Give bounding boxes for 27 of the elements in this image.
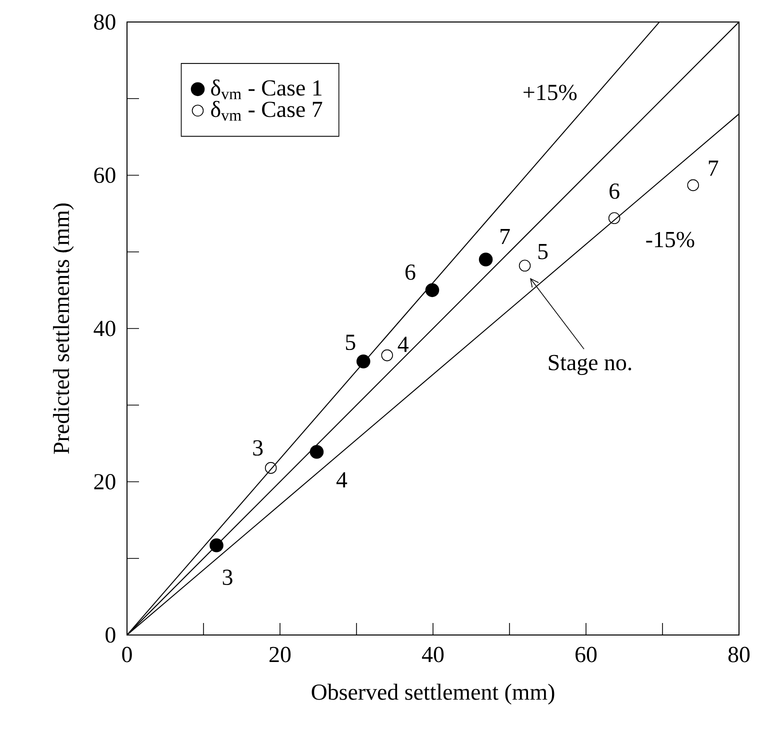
x-axis-title: Observed settlement (mm) [312,684,554,705]
annotation: 4 [398,336,408,352]
annotation: 3 [253,440,263,456]
x-tick-label: 0 [122,646,132,662]
annotation: 3 [222,570,232,586]
annotation: -15% [646,232,694,248]
annotation: +15% [524,84,577,100]
annotation: 4 [336,472,348,488]
y-tick-label: 20 [94,474,116,490]
x-tick-label: 20 [270,646,291,662]
annotation: 7 [500,229,510,244]
annotation: 5 [346,334,356,350]
y-tick-label: 80 [94,14,116,30]
y-tick-label: 40 [94,320,116,336]
y-tick-label: 0 [106,627,116,643]
y-axis-title: Predicted settlements (mm) [53,203,74,454]
annotation: 6 [406,264,416,280]
x-tick-label: 80 [728,646,750,662]
annotation: 7 [708,160,718,176]
y-tick-label: 60 [94,167,116,183]
legend-label: δ$_{vm}$ - Case 1 [211,79,322,100]
annotation: 6 [610,183,620,199]
legend-label: δ$_{vm}$ - Case 7 [211,100,322,121]
annotation: 5 [538,244,548,260]
x-tick-label: 60 [576,646,597,662]
annotation: Stage no. [548,354,632,376]
x-tick-label: 40 [422,646,444,662]
